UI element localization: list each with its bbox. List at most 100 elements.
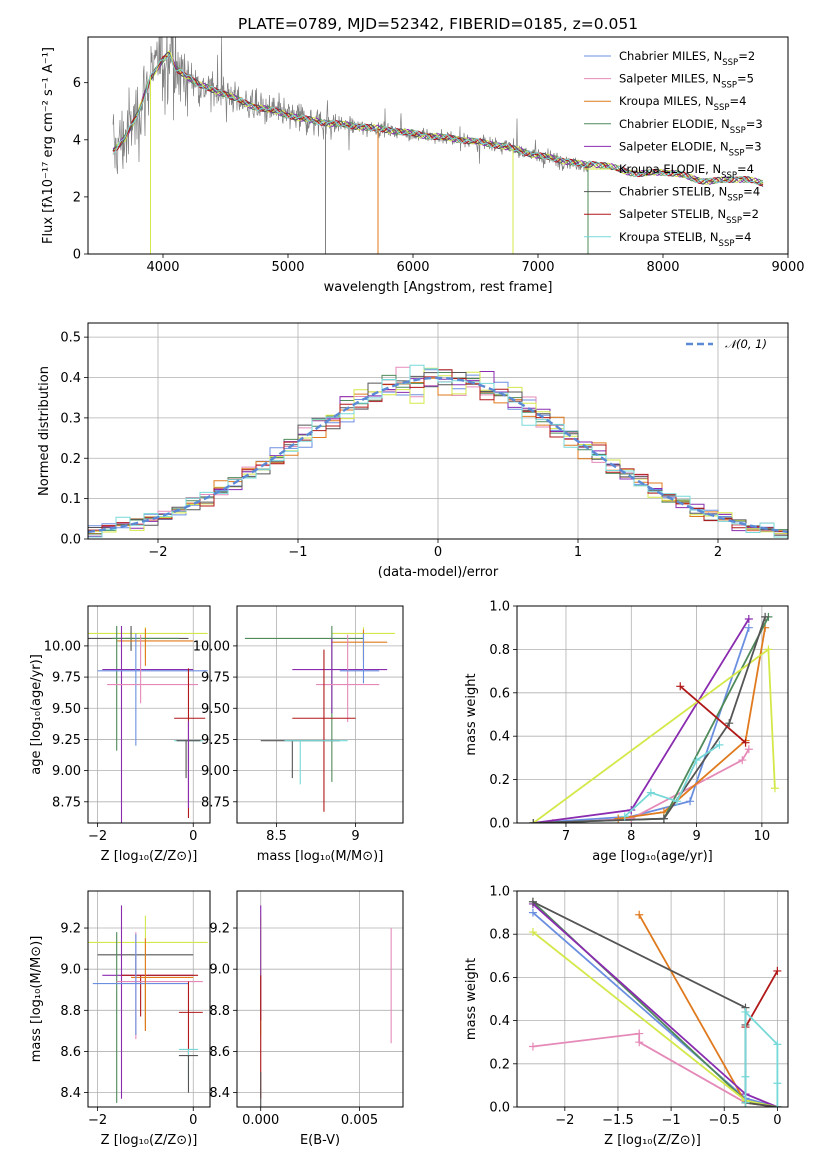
legend-nssp: 5	[747, 72, 754, 86]
x-tick-label: −2	[555, 1113, 574, 1128]
y-tick-label: 1.0	[489, 600, 510, 615]
legend-entry: Kroupa MILES, NSSP=4	[619, 94, 746, 113]
weight-marker-kroupa-stelib	[773, 1103, 782, 1107]
y-tick-label: 8.6	[60, 1045, 81, 1060]
y-tick-label: 9.75	[52, 671, 81, 686]
weight-marker-salpeter-miles	[635, 1029, 644, 1038]
axes-frame	[87, 322, 789, 540]
y-tick-label: 2	[73, 190, 81, 205]
y-tick-label: 9.75	[201, 671, 230, 686]
weight-line-chabrier-miles	[533, 627, 750, 823]
panel-4: 7 8 9 10 0.0 0.2 0.4 0.6 0.8 1.0 age [log₁₀(age/yr…	[464, 600, 789, 864]
x-axis-label: mass [log₁₀(M/M⊙)]	[257, 849, 384, 864]
x-tick-label: 8.5	[266, 829, 287, 844]
legend-nssp: 4	[739, 94, 746, 108]
weight-line-salpeter-stelib	[679, 685, 747, 744]
plot-area	[88, 905, 208, 1103]
plot-area	[88, 364, 788, 538]
y-tick-label: 0.1	[60, 492, 81, 507]
y-tick-label: 9.00	[201, 764, 230, 779]
y-tick-label: 9.00	[52, 764, 81, 779]
legend-sep: , N	[711, 185, 727, 199]
x-tick-label: 0	[773, 1113, 781, 1128]
y-axis-label: mass [log₁₀(M/M⊙)]	[29, 936, 44, 1063]
x-tick-label: 0	[189, 1113, 197, 1128]
legend-sep: , N	[698, 94, 714, 108]
y-tick-label: 4	[73, 133, 81, 148]
y-tick-label: 0.3	[60, 411, 81, 426]
axes-frame	[236, 890, 404, 1108]
y-tick-label: 1.0	[489, 885, 510, 900]
y-tick-label: 9.50	[201, 702, 230, 717]
legend-name: Salpeter MILES	[619, 72, 705, 86]
legend-eq: =	[734, 230, 744, 244]
legend-entry: Salpeter MILES, NSSP=5	[619, 72, 754, 91]
chart-title: PLATE=0789, MJD=52342, FIBERID=0185, z=0…	[238, 15, 638, 33]
weight-line-kroupa-miles	[618, 627, 766, 820]
x-tick-label: 5000	[271, 260, 304, 275]
x-tick-label: 10	[754, 829, 771, 844]
x-tick-label: −0.5	[708, 1113, 740, 1128]
x-axis-label: (data-model)/error	[378, 565, 499, 580]
legend-entry: Kroupa STELIB, NSSP=4	[619, 230, 751, 249]
panel-3: 8.5 9 8.75 9.00 9.25 9.50 9.75 10.00 mass [log₁₀…	[193, 605, 404, 864]
y-tick-label: 10.00	[44, 639, 81, 654]
y-tick-label: 0.0	[489, 817, 510, 832]
legend-entry: Salpeter ELODIE, NSSP=3	[619, 139, 762, 158]
legend-entry: Salpeter STELIB, NSSP=2	[619, 207, 759, 226]
grid	[237, 606, 403, 823]
grid	[237, 891, 403, 1107]
axes-frame	[87, 36, 789, 255]
weight-line-chabrier-stelib	[532, 900, 778, 1107]
weight-marker-chabrier-stelib	[529, 819, 538, 823]
x-axis-label: Z [log₁₀(Z/Z⊙)]	[101, 849, 198, 864]
legend-sub: SSP	[727, 194, 743, 204]
weight-marker-kroupa-stelib	[692, 756, 701, 765]
panel-5: −2 0 8.4 8.6 8.8 9.0 9.2 Z [log₁₀(Z/Z⊙)] mass [l…	[29, 890, 211, 1148]
weight-line-chabrier-stelib	[533, 616, 766, 823]
plot-area	[529, 612, 779, 823]
legend-entry: Chabrier ELODIE, NSSP=3	[619, 117, 763, 136]
legend-name: Chabrier ELODIE	[619, 117, 714, 131]
plot-area	[260, 905, 392, 1107]
y-tick-label: 0.2	[489, 773, 510, 788]
y-axis-label: mass weight	[464, 958, 479, 1040]
legend-nssp: 3	[755, 117, 762, 131]
y-tick-label: 0.8	[489, 643, 510, 658]
x-tick-label: −1	[662, 1113, 681, 1128]
gaussian-curve	[88, 376, 788, 534]
x-tick-label: 8000	[646, 260, 679, 275]
legend-sub: SSP	[722, 58, 738, 68]
y-tick-label: 9.2	[60, 922, 81, 937]
legend-sub: SSP	[721, 171, 737, 181]
legend-sep: , N	[706, 49, 722, 63]
plot-area	[244, 625, 396, 812]
weight-marker-kroupa-elodie	[528, 928, 537, 937]
x-tick-label: 6000	[396, 260, 429, 275]
y-axis-label: Normed distribution	[37, 366, 52, 496]
panel-6: 0.000 0.005 8.4 8.6 8.8 9.0 9.2 E(B-V)	[209, 890, 404, 1148]
weight-marker-chabrier-miles	[528, 908, 537, 917]
legend-sub: SSP	[714, 103, 730, 113]
y-tick-label: 8.8	[60, 1004, 81, 1019]
y-tick-label: 8.75	[52, 795, 81, 810]
y-tick-label: 0.4	[60, 371, 81, 386]
legend-nssp: 3	[754, 139, 761, 153]
legend-nssp: 2	[752, 207, 759, 221]
y-tick-label: 8.4	[209, 1086, 230, 1101]
weight-marker-kroupa-miles	[635, 910, 644, 919]
weight-marker-kroupa-miles	[614, 814, 623, 823]
legend-nssp: 2	[748, 49, 755, 63]
legend-eq: =	[742, 207, 752, 221]
y-tick-label: 9.25	[201, 733, 230, 748]
y-tick-label: 0	[73, 248, 81, 263]
y-tick-label: 0.0	[60, 533, 81, 548]
y-tick-label: 0.0	[489, 1101, 510, 1116]
weight-marker-kroupa-stelib	[741, 1072, 750, 1081]
grid	[517, 605, 788, 824]
model-spectrum-kroupa-stelib	[112, 54, 764, 185]
legend-name: Chabrier STELIB	[619, 185, 711, 199]
y-tick-label: 0.2	[60, 452, 81, 467]
